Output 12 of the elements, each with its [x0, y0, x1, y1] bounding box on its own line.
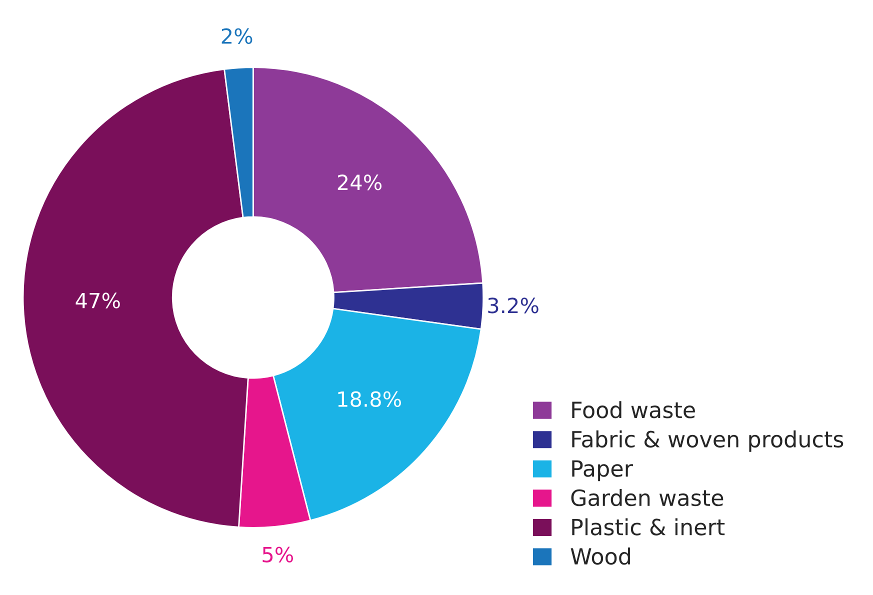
legend-label: Food waste	[572, 401, 695, 418]
data-label: 5%	[262, 546, 294, 562]
legend-label: Garden waste	[571, 488, 724, 506]
legend-label: Wood	[570, 548, 630, 565]
data-label: 18.8%	[338, 391, 401, 408]
legend-label: Fabric & woven products	[572, 430, 844, 452]
data-label: 47%	[76, 292, 120, 308]
data-label: 24%	[338, 174, 382, 190]
data-label: 2%	[222, 28, 252, 44]
legend-label: Paper	[572, 460, 633, 482]
legend-label: Plastic & inert	[572, 518, 725, 536]
data-label: 3.2%	[488, 298, 538, 314]
